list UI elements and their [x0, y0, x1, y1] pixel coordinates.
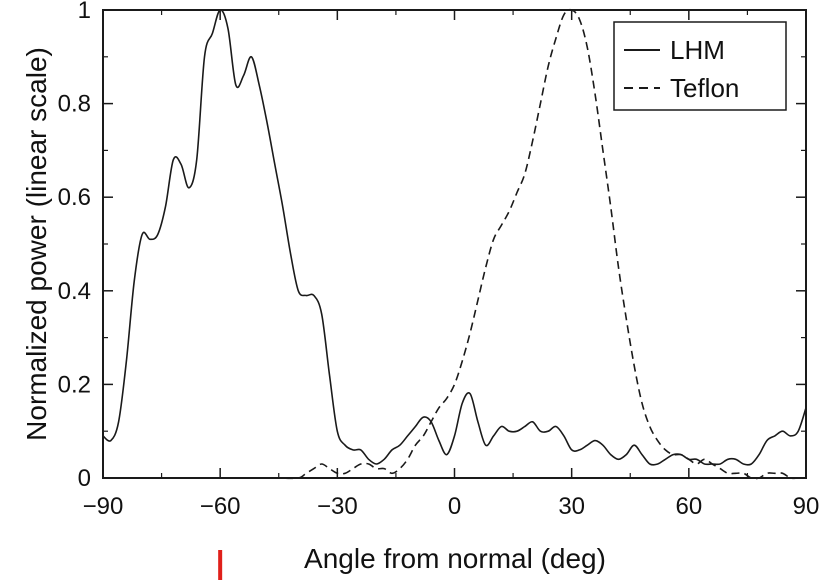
legend: LHM Teflon	[613, 21, 787, 111]
series-line-teflon	[103, 8, 806, 480]
x-tick-label: 0	[448, 493, 461, 520]
x-tick-label: −60	[200, 493, 241, 520]
y-tick-label: 1	[78, 0, 91, 24]
x-tick-label: −90	[83, 493, 124, 520]
y-tick-label: 0	[78, 465, 91, 492]
legend-label-teflon: Teflon	[670, 73, 739, 103]
y-tick-label: 0.6	[58, 184, 91, 211]
plot-area: −90 −60 −30 0 30 60 90 0 0.2 0.4 0.6 0.8 1	[58, 0, 820, 520]
x-tick-label: −30	[317, 493, 358, 520]
legend-box	[613, 21, 787, 111]
y-tick-label: 0.4	[58, 278, 91, 305]
x-axis-title: Angle from normal (deg)	[304, 543, 606, 574]
x-tick-label: 60	[675, 493, 702, 520]
angle-marker	[218, 550, 223, 580]
ticks-layer: −90 −60 −30 0 30 60 90 0 0.2 0.4 0.6 0.8 1	[58, 0, 820, 520]
x-tick-label: 30	[558, 493, 585, 520]
series-layer	[102, 8, 807, 480]
y-axis-title: Normalized power (linear scale)	[21, 47, 52, 441]
y-tick-label: 0.2	[58, 371, 91, 398]
y-tick-label: 0.8	[58, 91, 91, 118]
x-tick-label: 90	[793, 493, 820, 520]
legend-label-lhm: LHM	[670, 35, 725, 65]
